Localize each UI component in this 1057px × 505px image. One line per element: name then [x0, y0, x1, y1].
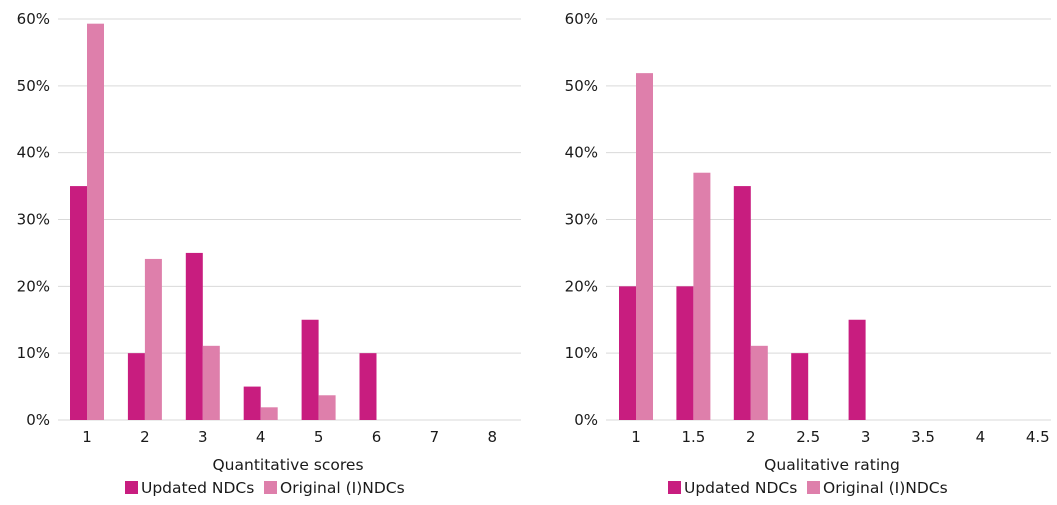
- legend-label: Updated NDCs: [141, 479, 254, 497]
- x-tick-label: 3: [198, 428, 208, 446]
- x-tick-label: 3.5: [911, 428, 935, 446]
- x-tick-label: 2.5: [796, 428, 820, 446]
- y-tick-label: 0%: [574, 411, 598, 429]
- x-tick-label: 6: [372, 428, 382, 446]
- y-tick-label: 10%: [565, 344, 598, 362]
- bar-original-indcs: [202, 345, 220, 420]
- x-tick-label: 3: [861, 428, 871, 446]
- bar-updated-ndcs: [848, 319, 866, 420]
- legend-swatch-original-indcs: [264, 481, 277, 494]
- legend-swatch-original-indcs: [807, 481, 820, 494]
- legend-label: Updated NDCs: [684, 479, 797, 497]
- bar-original-indcs: [144, 258, 162, 420]
- x-tick-label: 4: [256, 428, 266, 446]
- bar-updated-ndcs: [301, 319, 319, 420]
- legend: Updated NDCs Original (I)NDCs: [125, 479, 405, 497]
- y-tick-label: 60%: [17, 10, 50, 28]
- bar-updated-ndcs: [185, 252, 203, 420]
- y-tick-label: 0%: [26, 411, 50, 429]
- x-tick-label: 1: [82, 428, 92, 446]
- x-tick-label: 4.5: [1026, 428, 1050, 446]
- bar-updated-ndcs: [676, 286, 694, 420]
- legend-label: Original (I)NDCs: [280, 479, 405, 497]
- legend-label: Original (I)NDCs: [823, 479, 948, 497]
- legend: Updated NDCs Original (I)NDCs: [668, 479, 948, 497]
- x-tick-label: 5: [314, 428, 324, 446]
- y-tick-label: 30%: [17, 211, 50, 229]
- chart-panel-1: 0% 10% 20% 30% 40% 50% 60% 1 2 3 4 5 6 7 8 Quantitative…: [17, 10, 521, 497]
- bar-updated-ndcs: [733, 186, 751, 420]
- y-tick-label: 30%: [565, 211, 598, 229]
- x-axis-title: Quantitative scores: [212, 456, 363, 474]
- bar-original-indcs: [260, 407, 278, 420]
- y-tick-label: 10%: [17, 344, 50, 362]
- y-tick-label: 50%: [17, 77, 50, 95]
- y-tick-label: 60%: [565, 10, 598, 28]
- chart-panel-2: 0% 10% 20% 30% 40% 50% 60% 1 1.5 2 2.5 3 3.5 4 4.5 Qual…: [565, 10, 1051, 497]
- x-tick-label: 1.5: [681, 428, 705, 446]
- bar-original-indcs: [87, 23, 104, 420]
- bar-original-indcs: [318, 395, 336, 420]
- x-tick-label: 1: [631, 428, 641, 446]
- bar-original-indcs: [750, 345, 768, 420]
- bar-updated-ndcs: [243, 386, 261, 420]
- y-tick-label: 40%: [565, 144, 598, 162]
- bar-original-indcs: [693, 172, 711, 420]
- bar-updated-ndcs: [359, 353, 377, 420]
- y-tick-label: 20%: [17, 277, 50, 295]
- x-tick-label: 2: [140, 428, 150, 446]
- legend-swatch-updated-ndcs: [668, 481, 681, 494]
- x-tick-label: 8: [488, 428, 498, 446]
- y-tick-label: 20%: [565, 277, 598, 295]
- y-tick-label: 40%: [17, 144, 50, 162]
- bar-updated-ndcs: [70, 186, 87, 420]
- legend-swatch-updated-ndcs: [125, 481, 138, 494]
- x-tick-label: 4: [976, 428, 986, 446]
- bar-updated-ndcs: [127, 353, 145, 420]
- bar-updated-ndcs: [791, 353, 809, 420]
- y-tick-label: 50%: [565, 77, 598, 95]
- x-tick-label: 2: [746, 428, 756, 446]
- x-axis-title: Qualitative rating: [764, 456, 900, 474]
- x-tick-label: 7: [430, 428, 440, 446]
- bar-original-indcs: [636, 73, 653, 420]
- bar-updated-ndcs: [619, 286, 636, 420]
